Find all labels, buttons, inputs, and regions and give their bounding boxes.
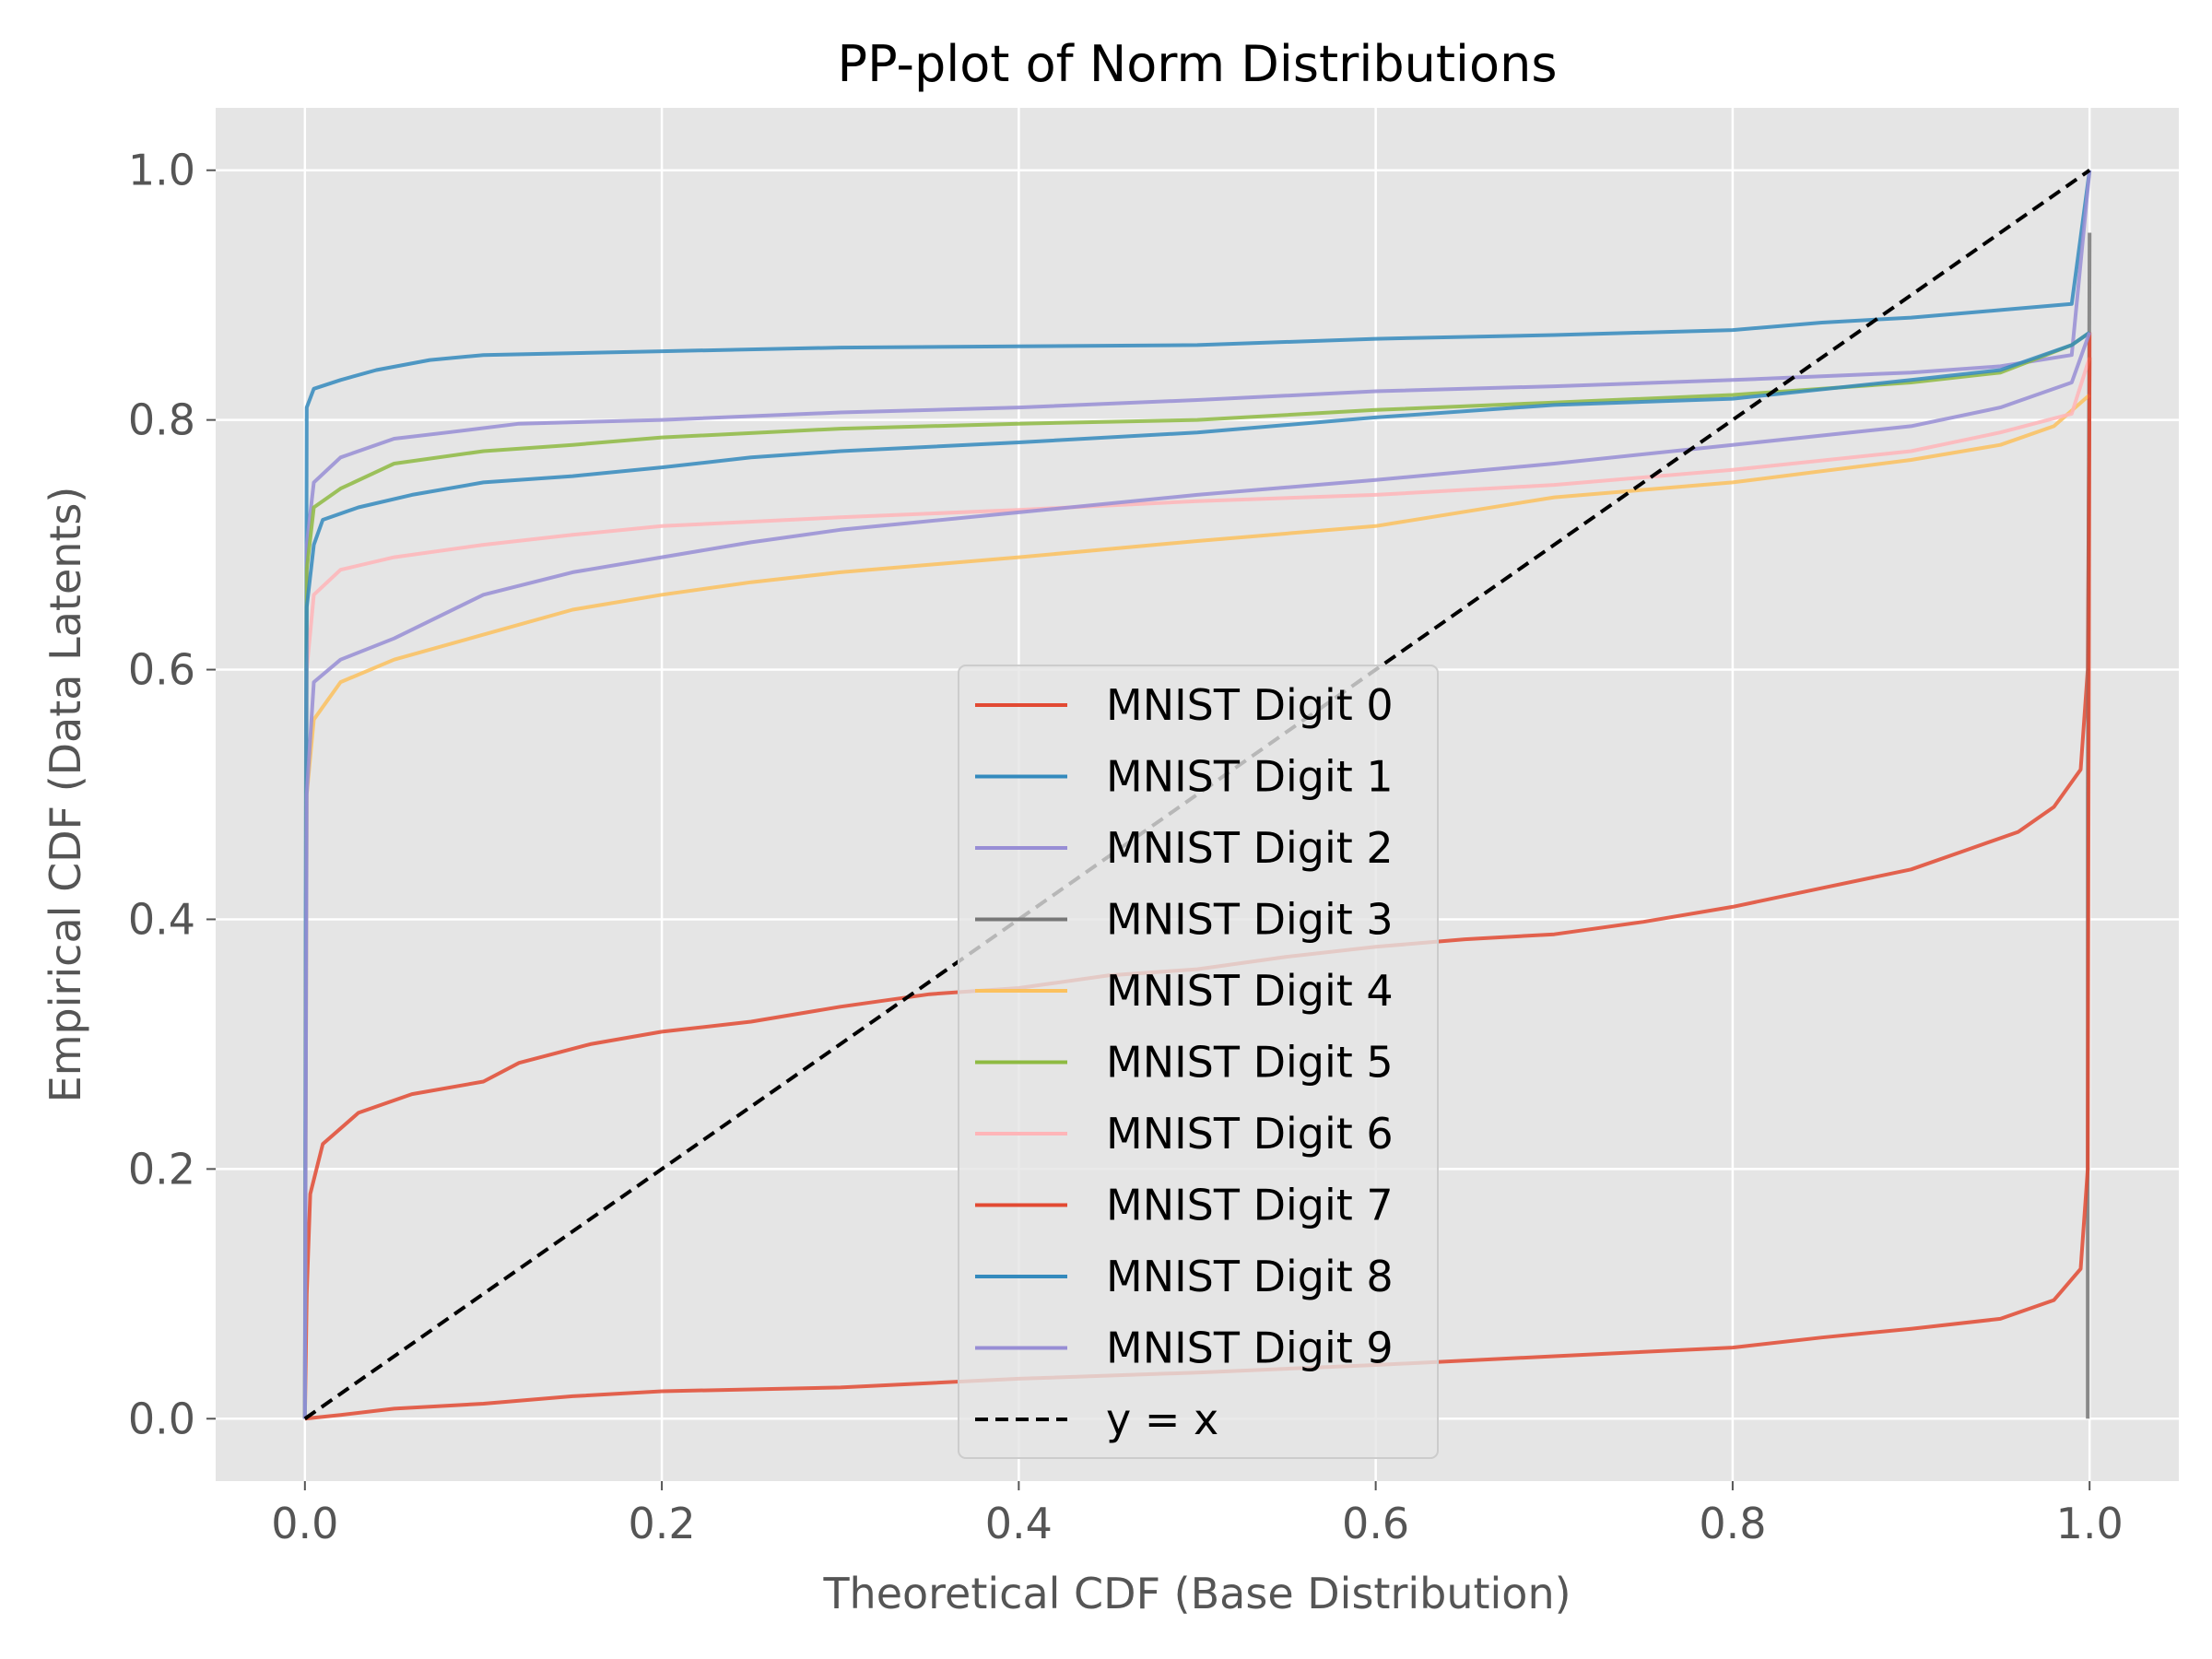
- series-line-9: [302, 332, 2092, 1419]
- legend-label-9: MNIST Digit 9: [1106, 1324, 1394, 1373]
- series-line-6: [302, 357, 2092, 1419]
- series-lines: [302, 169, 2092, 1421]
- legend-label-4: MNIST Digit 4: [1106, 966, 1394, 1016]
- legend-label-2: MNIST Digit 2: [1106, 823, 1394, 873]
- y-tick-label: 1.0: [128, 146, 195, 195]
- legend-label-6: MNIST Digit 6: [1106, 1109, 1394, 1159]
- x-tick-labels: 0.0 0.2 0.4 0.6 0.8 1.0: [271, 1481, 2124, 1548]
- y-tick-label: 0.4: [128, 894, 195, 944]
- y-tick-labels: 0.0 0.2 0.4 0.6 0.8 1.0: [128, 146, 216, 1443]
- legend-label-10: y = x: [1106, 1394, 1218, 1444]
- legend-label-0: MNIST Digit 0: [1106, 680, 1394, 730]
- legend-label-3: MNIST Digit 3: [1106, 895, 1394, 945]
- y-tick-label: 0.2: [128, 1144, 195, 1194]
- series-line-10: [303, 169, 2091, 1420]
- series-line-4: [302, 393, 2091, 1419]
- legend-label-8: MNIST Digit 8: [1106, 1252, 1394, 1301]
- y-tick-label: 0.8: [128, 395, 195, 445]
- x-tick-label: 0.8: [1699, 1499, 1766, 1548]
- legend-box: [958, 665, 1439, 1459]
- series-line-1: [302, 170, 2092, 1419]
- x-tick-label: 0.6: [1342, 1499, 1409, 1548]
- x-tick-label: 0.0: [271, 1499, 338, 1548]
- x-axis-label: Theoretical CDF (Base Distribution): [822, 1569, 1571, 1618]
- y-tick-label: 0.6: [128, 645, 195, 695]
- series-line-8: [302, 331, 2091, 1419]
- x-tick-label: 1.0: [2056, 1499, 2124, 1548]
- legend: MNIST Digit 0 MNIST Digit 1 MNIST Digit 2 M…: [958, 665, 1439, 1459]
- series-line-2: [302, 170, 2092, 1419]
- y-axis-label: Empirical CDF (Data Latents): [41, 487, 90, 1103]
- x-tick-label: 0.2: [629, 1499, 696, 1548]
- legend-label-1: MNIST Digit 1: [1106, 752, 1394, 802]
- legend-label-5: MNIST Digit 5: [1106, 1038, 1394, 1088]
- chart-title: PP-plot of Norm Distributions: [838, 35, 1558, 93]
- x-tick-label: 0.4: [985, 1499, 1053, 1548]
- series-line-5: [302, 331, 2091, 1419]
- legend-label-7: MNIST Digit 7: [1106, 1181, 1394, 1230]
- y-tick-label: 0.0: [128, 1394, 195, 1443]
